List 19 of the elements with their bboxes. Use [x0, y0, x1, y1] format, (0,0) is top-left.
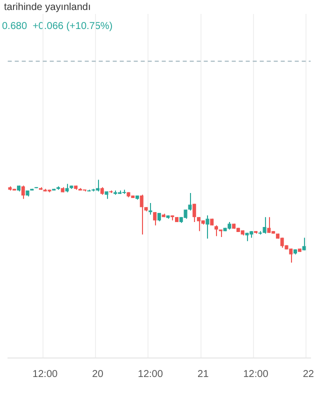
candlestick — [148, 202, 152, 216]
chart-title: tarihinde yayınlandı — [4, 2, 91, 13]
candlestick — [302, 237, 306, 251]
candlestick — [188, 192, 192, 211]
candlestick — [184, 209, 188, 220]
candlestick — [192, 203, 196, 223]
x-tick-label: 20 — [92, 368, 104, 380]
candlestick — [214, 224, 218, 237]
x-tick-label: 21 — [198, 368, 210, 380]
candlestick — [206, 214, 210, 240]
candlestick — [267, 216, 271, 234]
x-tick-label: 12:00 — [32, 368, 58, 380]
x-tick-label: 22 — [302, 368, 314, 380]
x-tick-label: 12:00 — [138, 368, 164, 380]
candlestick — [96, 179, 100, 192]
candlestick — [21, 185, 25, 200]
candlestick — [262, 216, 266, 234]
candlestick — [153, 212, 157, 226]
x-tick-label: 12:00 — [243, 368, 269, 380]
